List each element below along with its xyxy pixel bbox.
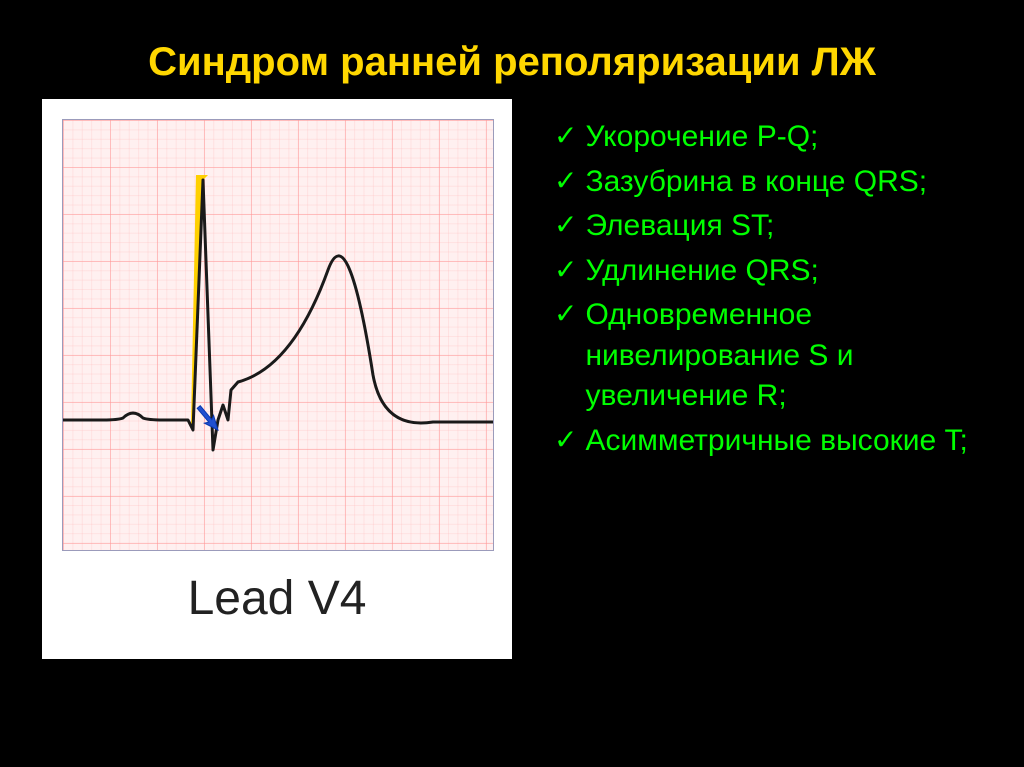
ecg-trace [63,180,493,450]
bullet-item: ✓Удлинение QRS; [554,251,984,292]
ecg-chart-container: Lead V4 [40,97,514,661]
content-row: Lead V4 ✓Укорочение P-Q;✓Зазубрина в кон… [0,97,1024,661]
bullet-text: Зазубрина в конце QRS; [585,162,927,203]
ecg-plot-area [62,119,494,551]
bullet-text: Одновременное нивелирование S и увеличен… [585,295,984,417]
check-icon: ✓ [554,421,577,459]
bullet-item: ✓Укорочение P-Q; [554,117,984,158]
bullet-list: ✓Укорочение P-Q;✓Зазубрина в конце QRS;✓… [554,97,984,661]
check-icon: ✓ [554,162,577,200]
bullet-item: ✓Элевация ST; [554,206,984,247]
check-icon: ✓ [554,206,577,244]
slide: Синдром ранней реполяризации ЛЖ Lead V4 … [0,0,1024,767]
bullet-item: ✓Одновременное нивелирование S и увеличе… [554,295,984,417]
bullet-text: Элевация ST; [585,206,774,247]
lead-label: Lead V4 [42,571,512,626]
bullet-text: Удлинение QRS; [585,251,818,292]
bullet-item: ✓Асимметричные высокие T; [554,421,984,462]
slide-title: Синдром ранней реполяризации ЛЖ [0,0,1024,97]
bullet-item: ✓Зазубрина в конце QRS; [554,162,984,203]
check-icon: ✓ [554,251,577,289]
check-icon: ✓ [554,117,577,155]
bullet-text: Укорочение P-Q; [585,117,818,158]
check-icon: ✓ [554,295,577,333]
bullet-text: Асимметричные высокие T; [585,421,967,462]
ecg-waveform [63,120,493,550]
